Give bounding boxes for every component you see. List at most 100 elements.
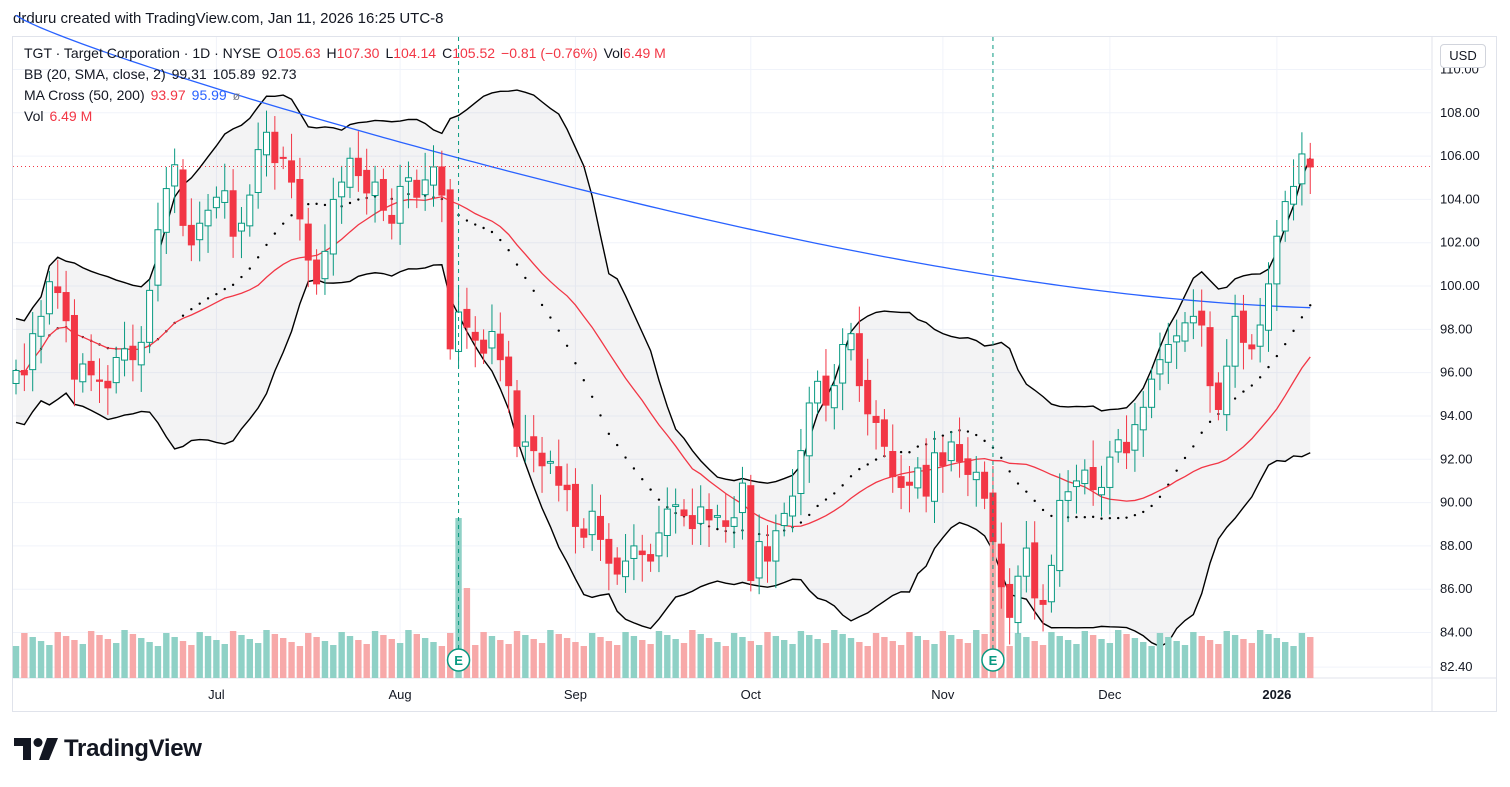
volume-bar — [647, 644, 654, 678]
volume-bar — [321, 641, 329, 678]
legend-ohlc: TGT · Target Corporation · 1D · NYSE O105… — [24, 45, 672, 61]
candle-body — [538, 452, 546, 467]
volume-bar — [914, 636, 921, 678]
candle-body — [371, 181, 379, 197]
candle-body — [571, 483, 579, 527]
bb-basis-dot — [599, 414, 602, 417]
bb-basis-dot — [799, 521, 803, 524]
eye-icon[interactable]: ø — [232, 89, 241, 103]
volume-bar — [204, 636, 212, 678]
bb-basis-dot — [515, 263, 519, 266]
volume-bar — [789, 644, 796, 678]
volume-bar — [1006, 646, 1013, 678]
legend-open: 105.63 — [277, 45, 321, 61]
candle-body — [780, 512, 788, 527]
bb-basis-dot — [474, 223, 477, 226]
candle-body — [1181, 322, 1189, 342]
candle-body — [171, 164, 179, 187]
bb-basis-dot — [616, 443, 619, 447]
volume-bar — [238, 635, 245, 678]
volume-bar — [163, 633, 170, 678]
volume-bar — [480, 632, 487, 678]
bb-basis-dot — [273, 232, 277, 235]
volume-bar — [413, 634, 420, 678]
volume-bar — [1190, 632, 1197, 678]
candle-body — [187, 224, 195, 246]
bb-basis-dot — [265, 243, 268, 247]
candle-body — [864, 379, 872, 415]
price-axis-label: 84.00 — [1440, 625, 1473, 640]
volume-bar — [530, 639, 537, 678]
volume-bar — [1031, 641, 1038, 678]
volume-bar — [1215, 644, 1222, 678]
candle-body — [496, 333, 504, 361]
candle-body — [413, 179, 421, 198]
candle-body — [897, 476, 905, 488]
candle-body — [1056, 499, 1064, 572]
price-axis-label: 106.00 — [1440, 148, 1480, 163]
volume-bar — [188, 645, 195, 678]
bb-basis-dot — [206, 297, 210, 300]
candle-body — [229, 190, 237, 237]
legend-ma-fast: 93.97 — [150, 87, 186, 103]
candle-body — [396, 185, 404, 224]
bb-basis-dot — [1158, 495, 1162, 499]
volume-bar — [1265, 634, 1272, 678]
candle-body — [1248, 344, 1256, 350]
volume-bar — [680, 643, 688, 678]
volume-bar — [1106, 643, 1114, 678]
candle-body — [880, 419, 888, 447]
volume-bar — [538, 643, 546, 678]
bb-basis-dot — [858, 467, 861, 471]
price-axis-label: 92.00 — [1440, 451, 1473, 466]
bb-basis-dot — [841, 484, 844, 487]
legend-low-label: L — [385, 45, 394, 61]
bb-basis-dot — [248, 267, 251, 270]
candle-body — [755, 541, 763, 579]
volume-bar — [897, 645, 905, 678]
candle-body — [263, 131, 270, 156]
candle-body — [597, 515, 604, 540]
candle-body — [513, 390, 521, 447]
price-axis-label: 96.00 — [1440, 365, 1473, 380]
time-axis-label: Sep — [564, 687, 587, 702]
bb-basis-dot — [1075, 515, 1078, 519]
bb-basis-dot — [1125, 516, 1128, 519]
bb-basis-dot — [1258, 376, 1262, 379]
candle-body — [70, 314, 78, 380]
candle-body — [805, 402, 813, 457]
volume-bar — [121, 630, 128, 678]
candle-body — [129, 345, 137, 361]
volume-bar — [948, 635, 955, 678]
candle-body — [1273, 235, 1281, 285]
legend-bb-upper: 105.89 — [212, 66, 256, 82]
legend-close-label: C — [442, 45, 453, 61]
bb-basis-dot — [507, 248, 510, 252]
volume-bar — [588, 633, 596, 678]
candle-body — [697, 506, 705, 524]
bb-basis-dot — [607, 432, 611, 436]
bb-basis-dot — [348, 201, 352, 205]
candle-body — [914, 467, 922, 489]
volume-bar — [346, 636, 354, 678]
volume-bar — [797, 631, 805, 678]
candle-body — [939, 452, 947, 467]
currency-button[interactable]: USD — [1440, 44, 1486, 68]
candle-body — [638, 550, 646, 556]
volume-bar — [872, 633, 880, 678]
candle-body — [855, 333, 863, 387]
volume-bar — [196, 632, 203, 678]
legend-bb: BB (20, SMA, close, 2) 99.31 105.89 92.73 — [24, 66, 303, 82]
volume-bar — [1173, 641, 1180, 678]
candle-body — [1131, 424, 1139, 451]
tradingview-logo-icon — [14, 738, 58, 760]
price-axis-label: 88.00 — [1440, 538, 1473, 553]
candle-body — [688, 515, 696, 530]
volume-bar — [313, 637, 320, 678]
volume-bar — [755, 645, 763, 678]
bb-basis-dot — [1275, 354, 1279, 358]
candle-body — [246, 194, 254, 227]
candle-body — [1039, 599, 1047, 605]
candle-body — [379, 178, 387, 211]
